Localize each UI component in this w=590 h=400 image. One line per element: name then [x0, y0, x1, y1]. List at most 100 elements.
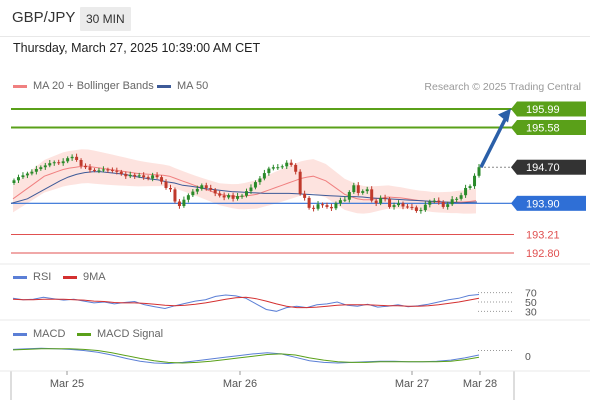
candle-body	[16, 177, 20, 181]
candle-body	[428, 201, 432, 205]
bollinger-band	[13, 149, 476, 214]
candle-body	[437, 200, 441, 202]
forecast-arrow-head	[498, 108, 511, 123]
candle-body	[12, 180, 16, 184]
forecast-arrow-shaft	[479, 114, 509, 169]
candle-body	[312, 207, 316, 209]
candle-body	[477, 167, 481, 176]
macd-tick-0: 0	[525, 351, 531, 363]
candle-body	[245, 191, 248, 196]
candle-body	[307, 197, 311, 208]
rsi-tick-50: 50	[525, 297, 537, 309]
rsi-ma-line	[12, 296, 480, 309]
candle-body	[57, 162, 61, 164]
ma50-swatch	[157, 84, 171, 88]
legend-rsi-ma-label: 9MA	[83, 271, 106, 283]
candle-body	[334, 203, 338, 209]
x-tick-label: Mar 27	[395, 378, 429, 390]
candle-body	[97, 170, 101, 172]
candle-body	[186, 195, 190, 200]
candle-body	[231, 195, 235, 199]
candle-body	[249, 187, 253, 192]
candle-body	[258, 178, 262, 183]
level-label-pointer-195.99	[511, 101, 517, 117]
candle-body	[124, 173, 128, 177]
level-label-box-195.58	[517, 119, 586, 135]
candle-body	[388, 198, 392, 207]
candle-body	[119, 171, 123, 174]
level-label-193.90: 193.90	[526, 198, 560, 210]
candle-body	[356, 185, 360, 193]
candle-body	[450, 199, 454, 205]
candle-body	[52, 162, 56, 164]
level-label-195.58: 195.58	[526, 122, 560, 134]
candle-body	[191, 191, 195, 196]
x-tick-label: Mar 26	[223, 378, 257, 390]
candle-body	[133, 174, 137, 177]
macd-signal-swatch	[77, 332, 91, 336]
candle-body	[84, 165, 88, 168]
level-label-pointer-195.58	[511, 119, 517, 135]
candle-body	[164, 181, 168, 188]
candle-body	[361, 191, 365, 193]
candle-body	[137, 175, 141, 177]
candle-body	[101, 169, 105, 171]
x-tick-label: Mar 25	[50, 378, 84, 390]
candle-body	[321, 204, 325, 206]
level-label-194.70: 194.70	[526, 162, 560, 174]
candle-body	[473, 175, 477, 187]
legend-rsi: RSI	[13, 271, 51, 283]
rsi-ma-swatch	[63, 275, 77, 279]
macd-line	[12, 347, 480, 365]
candle-body	[21, 175, 25, 178]
candle-body	[200, 185, 204, 189]
ma50-line	[10, 171, 478, 204]
candle-body	[182, 199, 186, 207]
candle-body	[146, 177, 150, 179]
chart-datetime: Thursday, March 27, 2025 10:39:00 AM CET	[13, 41, 261, 55]
candle-body	[423, 204, 427, 211]
candle-body	[405, 206, 409, 208]
candle-body	[343, 199, 347, 201]
candle-body	[468, 186, 472, 188]
rsi-tick-30: 30	[525, 306, 537, 318]
timeframe-badge[interactable]: 30 MIN	[80, 7, 131, 31]
candle-body	[236, 196, 240, 199]
level-label-193.21: 193.21	[526, 229, 560, 241]
candle-body	[329, 206, 333, 209]
legend-macd-label: MACD	[33, 328, 66, 340]
candle-body	[271, 167, 275, 169]
candle-body	[374, 200, 378, 204]
rsi-tick-70: 70	[525, 288, 537, 300]
legend-macd: MACD	[13, 328, 65, 340]
candle-body	[151, 175, 155, 179]
candle-body	[218, 193, 222, 196]
candle-body	[276, 167, 280, 169]
candle-body	[262, 173, 266, 179]
candle-body	[401, 203, 405, 207]
candle-body	[106, 169, 110, 171]
candle-body	[267, 168, 271, 174]
candle-body	[316, 204, 320, 209]
candle-body	[338, 200, 342, 204]
symbol-title: GBP/JPY	[12, 9, 76, 26]
candle-body	[195, 188, 199, 192]
legend-ma20: MA 20 + Bollinger Bands	[13, 80, 154, 92]
candle-body	[446, 204, 450, 207]
candle-body	[289, 162, 293, 165]
level-label-195.99: 195.99	[526, 104, 560, 116]
candle-body	[298, 171, 302, 194]
rsi-swatch	[13, 275, 27, 279]
chart-header: GBP/JPY 30 MIN	[0, 0, 590, 36]
candle-body	[419, 210, 423, 212]
ma20-swatch	[13, 84, 27, 88]
candle-body	[222, 195, 226, 198]
candle-body	[285, 162, 289, 167]
legend-rsi-ma: 9MA	[63, 271, 106, 283]
candle-body	[347, 192, 351, 200]
legend-ma50: MA 50	[157, 80, 208, 92]
legend-rsi-label: RSI	[33, 271, 52, 283]
candle-body	[464, 187, 468, 196]
research-credit: Research © 2025 Trading Central	[424, 81, 581, 93]
